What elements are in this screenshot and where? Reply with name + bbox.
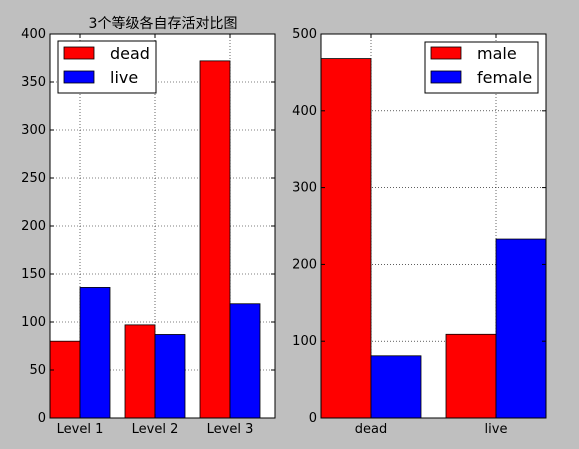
legend-label-male: male bbox=[477, 44, 517, 63]
legend-label-female: female bbox=[477, 68, 532, 87]
legend-swatch-male bbox=[430, 46, 462, 60]
bar-dead-level-2 bbox=[124, 324, 156, 419]
bar-live-level-2 bbox=[154, 334, 186, 419]
y-tick-label: 0 bbox=[38, 411, 46, 426]
bar-dead-level-1 bbox=[49, 340, 81, 419]
chart-title: 3个等级各自存活对比图 bbox=[89, 15, 238, 32]
legend-label-dead: dead bbox=[110, 44, 150, 63]
bar-male-dead bbox=[320, 58, 372, 419]
x-tick-label: Level 3 bbox=[207, 422, 254, 437]
y-tick-label: 150 bbox=[21, 267, 46, 282]
bar-female-live bbox=[495, 238, 547, 419]
x-axis-ticks: dead live bbox=[355, 34, 508, 437]
y-axis-ticks: 0 50 100 150 200 250 300 350 400 bbox=[21, 27, 275, 426]
y-tick-label: 250 bbox=[21, 171, 46, 186]
y-tick-label: 350 bbox=[21, 75, 46, 90]
y-tick-label: 100 bbox=[292, 334, 317, 349]
bars bbox=[320, 58, 547, 419]
bar-live-level-3 bbox=[229, 303, 261, 419]
x-tick-label: Level 2 bbox=[132, 422, 179, 437]
x-tick-label: Level 1 bbox=[57, 422, 104, 437]
bar-live-level-1 bbox=[79, 287, 111, 419]
legend-swatch-live bbox=[63, 70, 95, 84]
y-tick-label: 100 bbox=[21, 315, 46, 330]
legend: dead live bbox=[57, 40, 157, 94]
bar-dead-level-3 bbox=[199, 60, 231, 419]
y-tick-label: 400 bbox=[292, 104, 317, 119]
x-axis-ticks: Level 1 Level 2 Level 3 bbox=[57, 34, 254, 437]
y-tick-label: 200 bbox=[292, 257, 317, 272]
bars bbox=[49, 60, 261, 419]
y-tick-label: 300 bbox=[21, 123, 46, 138]
y-tick-label: 500 bbox=[292, 27, 317, 42]
y-tick-label: 0 bbox=[309, 411, 317, 426]
y-tick-label: 200 bbox=[21, 219, 46, 234]
y-tick-label: 400 bbox=[21, 27, 46, 42]
plot-frame bbox=[320, 33, 547, 419]
legend-label-live: live bbox=[110, 68, 138, 87]
x-tick-label: dead bbox=[355, 422, 387, 437]
bar-male-live bbox=[445, 333, 497, 419]
legend-swatch-female bbox=[430, 70, 462, 84]
y-tick-label: 300 bbox=[292, 181, 317, 196]
chart-survival-by-sex: 0 100 200 300 400 500 dead live male female bbox=[292, 27, 547, 437]
y-tick-label: 50 bbox=[29, 363, 46, 378]
legend-swatch-dead bbox=[63, 46, 95, 60]
y-axis-ticks: 0 100 200 300 400 500 bbox=[292, 27, 546, 426]
x-tick-label: live bbox=[485, 422, 508, 437]
chart-survival-by-level: 3个等级各自存活对比图 0 50 100 150 200 250 300 350 400 Lev… bbox=[21, 15, 276, 437]
bar-female-dead bbox=[370, 355, 422, 419]
legend: male female bbox=[424, 41, 539, 94]
